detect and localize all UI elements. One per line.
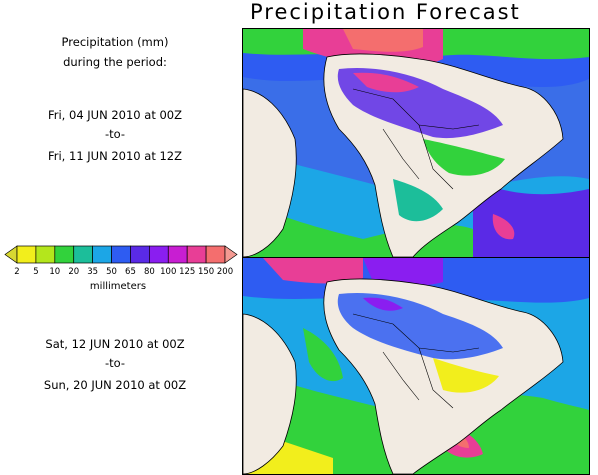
color-scale-swatch — [35, 245, 56, 264]
color-scale-swatch — [54, 245, 75, 264]
heading-line-2: during the period: — [63, 55, 167, 69]
period-2-text: Sat, 12 JUN 2010 at 00Z -to- Sun, 20 JUN… — [0, 335, 230, 395]
color-scale-swatch — [73, 245, 93, 264]
color-scale-tick-label: 20 — [68, 267, 79, 277]
precipitation-period-heading: Precipitation (mm) during the period: — [0, 32, 230, 72]
color-scale-tick-label: 100 — [160, 267, 176, 277]
country-borders — [352, 313, 480, 409]
heading-line-1: Precipitation (mm) — [61, 35, 169, 49]
color-scale-swatch — [92, 245, 112, 264]
color-scale-unit: millimeters — [90, 281, 146, 292]
color-scale-tick-label: 65 — [125, 267, 136, 277]
color-scale-labels: 2 5 10 20 35 50 65 80 100 125 150 200 — [14, 267, 233, 277]
period-1-separator: -to- — [104, 127, 126, 141]
color-scale-legend: 2 5 10 20 35 50 65 80 100 125 150 200 millimeters — [4, 245, 238, 292]
color-scale-tick-label: 35 — [87, 267, 98, 277]
color-scale-swatch — [205, 245, 226, 264]
color-scale-swatch — [130, 245, 150, 264]
precipitation-map-period-1 — [242, 28, 590, 258]
color-scale-tick-label: 125 — [179, 267, 195, 277]
period-2-separator: -to- — [104, 356, 126, 370]
color-scale-swatch — [4, 245, 18, 264]
color-scale-swatch — [224, 245, 238, 264]
color-scale-swatch — [16, 245, 37, 264]
color-scale-tick-label: 200 — [217, 267, 233, 277]
color-scale-swatch — [111, 245, 131, 264]
color-scale-swatch — [149, 245, 169, 264]
rain-on-land — [337, 67, 505, 222]
color-scale-bar — [4, 245, 238, 264]
color-scale-tick-label: 80 — [144, 267, 155, 277]
color-scale-swatch — [167, 245, 188, 264]
color-scale-tick-label: 150 — [198, 267, 214, 277]
color-scale-tick-label: 10 — [49, 267, 60, 277]
period-1-end: Fri, 11 JUN 2010 at 12Z — [47, 149, 182, 163]
period-1-start: Fri, 04 JUN 2010 at 00Z — [47, 108, 182, 122]
country-borders — [352, 88, 480, 190]
color-scale-tick-label: 50 — [106, 267, 117, 277]
color-scale-swatch — [186, 245, 207, 264]
color-scale-tick-label: 5 — [33, 267, 38, 277]
period-1-text: Fri, 04 JUN 2010 at 00Z -to- Fri, 11 JUN… — [0, 106, 230, 166]
color-scale-tick-label: 2 — [14, 267, 19, 277]
page-title: Precipitation Forecast — [250, 0, 521, 24]
rain-on-land — [303, 292, 503, 393]
period-2-start: Sat, 12 JUN 2010 at 00Z — [45, 337, 185, 351]
precipitation-map-period-2 — [242, 257, 590, 475]
period-2-end: Sun, 20 JUN 2010 at 00Z — [43, 378, 187, 392]
